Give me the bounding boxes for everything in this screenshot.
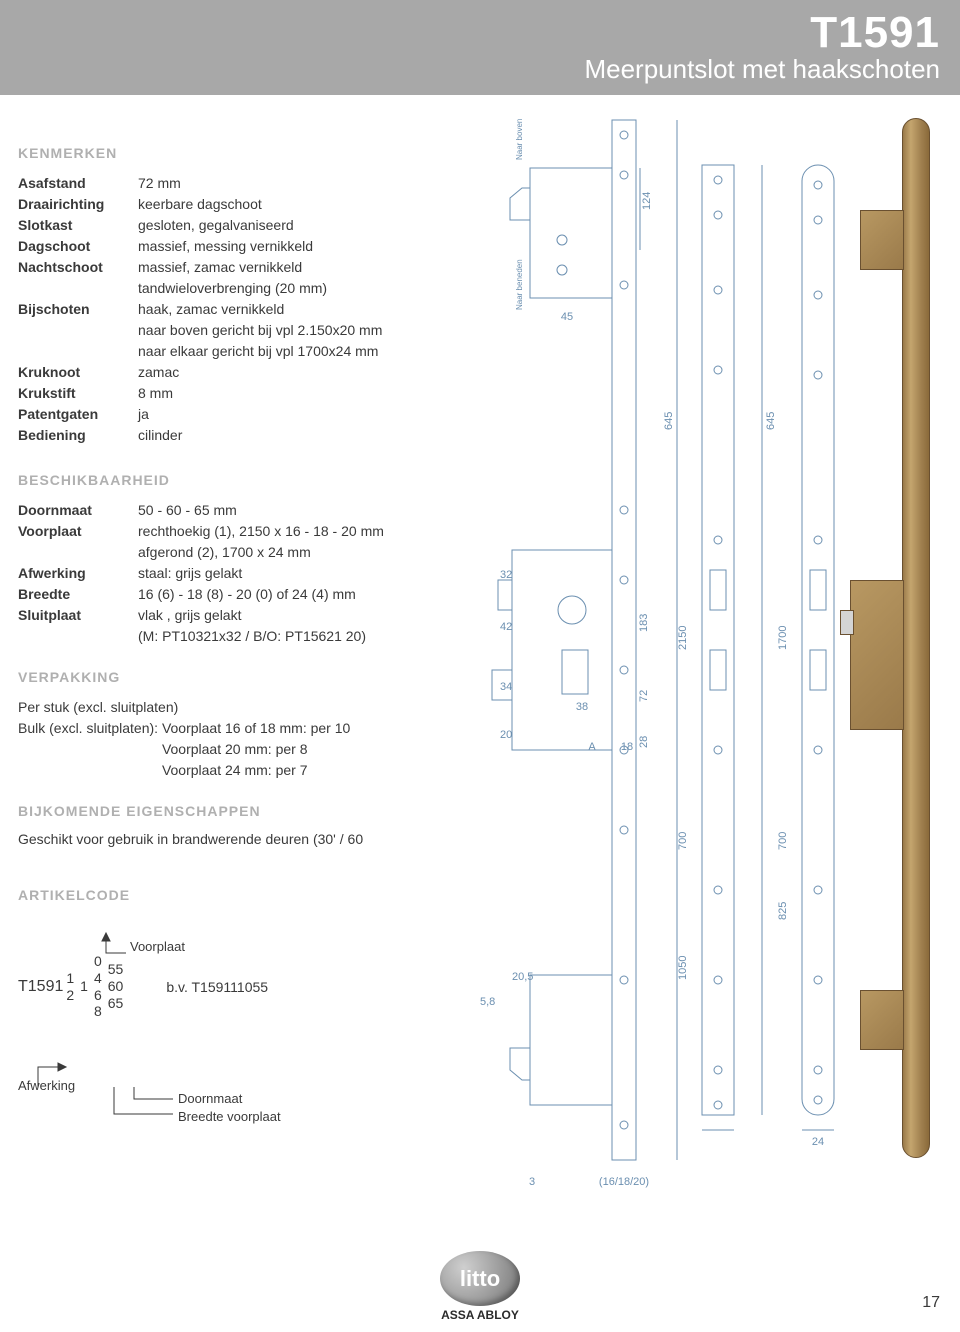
label-voorplaat: Voorplaat (130, 939, 185, 954)
svg-text:24: 24 (812, 1136, 824, 1148)
svg-text:32: 32 (500, 569, 512, 581)
kv-label: Breedte (18, 584, 138, 605)
svg-text:700: 700 (677, 832, 689, 850)
kv-value: massief, zamac vernikkeld tandwieloverbr… (138, 257, 327, 299)
bulk-line: Voorplaat 16 of 18 mm: per 10 (162, 718, 350, 739)
technical-diagram: 124 45 645 645 32 42 34 20 183 72 28 38 … (462, 110, 952, 1210)
kv-label: Asafstand (18, 173, 138, 194)
kv-label: Nachtschoot (18, 257, 138, 299)
kv-label: Kruknoot (18, 362, 138, 383)
svg-text:Naar beneden: Naar beneden (515, 259, 524, 310)
svg-text:2150: 2150 (677, 626, 689, 650)
svg-text:700: 700 (777, 832, 789, 850)
kv-value: 72 mm (138, 173, 181, 194)
svg-text:A: A (588, 741, 596, 753)
svg-text:38: 38 (576, 701, 588, 713)
brand-name: ASSA ABLOY (440, 1308, 520, 1322)
svg-text:1050: 1050 (677, 956, 689, 980)
svg-text:124: 124 (641, 192, 653, 210)
svg-text:20,5: 20,5 (512, 971, 533, 983)
verpakking-bulk-values: Voorplaat 16 of 18 mm: per 10Voorplaat 2… (162, 718, 350, 781)
svg-text:72: 72 (638, 690, 650, 702)
kv-label: Krukstift (18, 383, 138, 404)
product-model: T1591 (20, 8, 940, 58)
svg-text:1700: 1700 (777, 626, 789, 650)
kv-label: Afwerking (18, 563, 138, 584)
kv-value: cilinder (138, 425, 182, 446)
header-bar: T1591 Meerpuntslot met haakschoten (0, 0, 960, 95)
kv-label: Patentgaten (18, 404, 138, 425)
kv-label: Bijschoten (18, 299, 138, 362)
kv-value: zamac (138, 362, 179, 383)
svg-text:183: 183 (638, 614, 650, 632)
kv-label: Dagschoot (18, 236, 138, 257)
svg-text:825: 825 (777, 902, 789, 920)
kv-label: Sluitplaat (18, 605, 138, 647)
svg-text:5,8: 5,8 (480, 996, 495, 1008)
litto-logo: litto (440, 1251, 520, 1306)
kv-value: keerbare dagschoot (138, 194, 262, 215)
kv-label: Draairichting (18, 194, 138, 215)
kv-value: 50 - 60 - 65 mm (138, 500, 237, 521)
kv-value: staal: grijs gelakt (138, 563, 242, 584)
svg-text:28: 28 (638, 736, 650, 748)
svg-text:34: 34 (500, 681, 512, 693)
kv-value: rechthoekig (1), 2150 x 16 - 18 - 20 mm … (138, 521, 384, 563)
bulk-line: Voorplaat 20 mm: per 8 (162, 739, 350, 760)
kv-value: gesloten, gegalvaniseerd (138, 215, 294, 236)
svg-text:18: 18 (621, 741, 633, 753)
svg-text:645: 645 (765, 412, 777, 430)
kv-label: Bediening (18, 425, 138, 446)
product-subtitle: Meerpuntslot met haakschoten (20, 54, 940, 85)
footer-logo: litto ASSA ABLOY (440, 1251, 520, 1322)
kv-value: 8 mm (138, 383, 173, 404)
svg-text:45: 45 (561, 311, 573, 323)
svg-text:3: 3 (529, 1176, 535, 1188)
svg-text:42: 42 (500, 621, 512, 633)
kv-value: haak, zamac vernikkeld naar boven gerich… (138, 299, 382, 362)
page-number: 17 (922, 1294, 940, 1312)
kv-label: Slotkast (18, 215, 138, 236)
kv-label: Voorplaat (18, 521, 138, 563)
svg-text:20: 20 (500, 729, 512, 741)
svg-text:(16/18/20): (16/18/20) (599, 1176, 649, 1188)
label-afwerking: Afwerking (18, 1078, 75, 1093)
kv-value: 16 (6) - 18 (8) - 20 (0) of 24 (4) mm (138, 584, 356, 605)
kv-label: Doornmaat (18, 500, 138, 521)
verpakking-bulk-label: Bulk (excl. sluitplaten): (18, 718, 158, 739)
svg-text:645: 645 (663, 412, 675, 430)
kv-value: massief, messing vernikkeld (138, 236, 313, 257)
svg-text:Naar boven: Naar boven (515, 119, 524, 160)
label-doornmaat: Doornmaat (178, 1091, 242, 1106)
kv-value: ja (138, 404, 149, 425)
kv-value: vlak , grijs gelakt (M: PT10321x32 / B/O… (138, 605, 366, 647)
label-breedte: Breedte voorplaat (178, 1109, 281, 1124)
bulk-line: Voorplaat 24 mm: per 7 (162, 760, 350, 781)
